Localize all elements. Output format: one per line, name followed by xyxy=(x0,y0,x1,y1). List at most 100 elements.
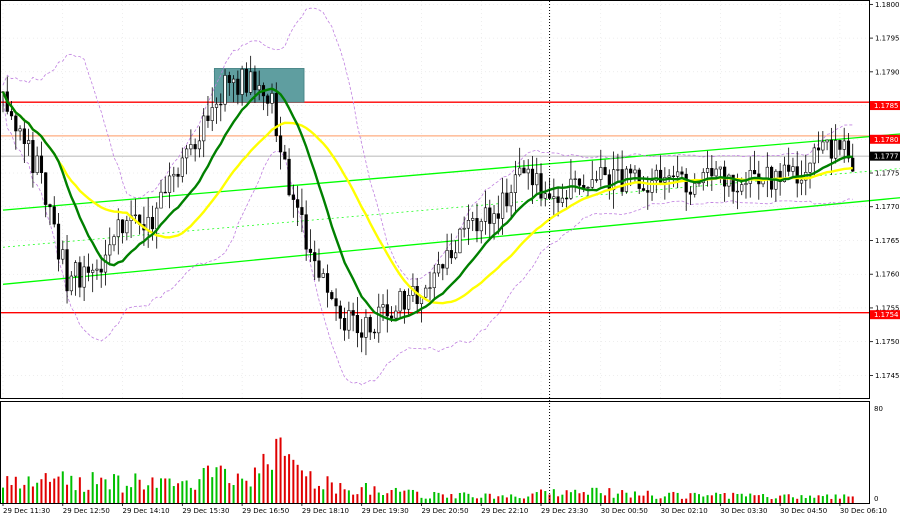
candle-body xyxy=(330,292,334,299)
candle-body xyxy=(590,179,594,188)
candle-body xyxy=(731,174,735,192)
channel-lower-line xyxy=(2,197,900,285)
candle-body xyxy=(475,218,479,232)
time-tick-label: 29 Dec 14:10 xyxy=(123,507,170,515)
candle-body xyxy=(296,199,300,208)
candle-body xyxy=(688,191,693,195)
candle-body xyxy=(219,103,223,106)
candle-body xyxy=(163,191,167,194)
candle-body xyxy=(782,164,787,182)
candle-body xyxy=(274,93,278,137)
candle-body xyxy=(35,155,39,173)
candle-body xyxy=(539,173,543,199)
candle-body xyxy=(612,169,616,191)
candle-body xyxy=(842,140,846,150)
candle-body xyxy=(565,197,569,200)
candle-body xyxy=(693,183,697,195)
candle-body xyxy=(146,216,150,231)
candle-body xyxy=(82,266,86,288)
price-tick-label: 1.1775 xyxy=(875,170,900,178)
candle-body xyxy=(14,115,18,132)
candle-body xyxy=(535,173,539,186)
candle-body xyxy=(829,139,833,159)
price-tick-label: 1.1770 xyxy=(875,203,900,211)
candle-body xyxy=(351,310,355,316)
price-tick-label: 1.1765 xyxy=(875,237,900,245)
candle-body xyxy=(31,140,35,173)
candle-body xyxy=(851,157,855,172)
candle-body xyxy=(573,178,577,180)
price-tag-label: 1.1777 xyxy=(874,153,899,161)
candle-body xyxy=(278,135,283,153)
candle-body xyxy=(462,227,466,230)
fast-moving-average xyxy=(1,87,853,322)
candle-body xyxy=(466,220,471,229)
candle-body xyxy=(667,175,671,178)
trend-channel xyxy=(2,133,900,285)
price-tag-label: 1.1785 xyxy=(874,102,899,110)
candle-body xyxy=(714,168,718,177)
candle-body xyxy=(244,68,248,93)
candle-body xyxy=(48,204,52,208)
time-axis: 29 Dec 11:30 29 Dec 12:50 29 Dec 14:10 29 D… xyxy=(2,503,887,515)
candle-body xyxy=(479,221,483,232)
candle-body xyxy=(214,103,219,108)
candle-body xyxy=(441,264,445,269)
candle-body xyxy=(834,140,838,159)
candle-body xyxy=(641,188,646,191)
candle-body xyxy=(616,169,620,171)
candle-body xyxy=(334,298,338,307)
time-tick-label: 30 Dec 06:10 xyxy=(840,507,887,515)
moving-averages xyxy=(1,87,853,322)
volume-bars xyxy=(2,437,854,503)
candle-body xyxy=(718,166,722,170)
candle-body xyxy=(787,164,791,172)
price-tick-label: 1.1760 xyxy=(875,271,900,279)
candle-body xyxy=(428,287,432,289)
candle-body xyxy=(193,144,197,150)
candle-body xyxy=(436,264,441,274)
candle-body xyxy=(594,179,599,181)
price-tick-label: 1.1800 xyxy=(875,1,900,9)
candle-body xyxy=(308,248,313,253)
main-pane-frame xyxy=(0,0,870,399)
candle-body xyxy=(155,207,159,230)
candle-body xyxy=(78,262,82,288)
candle-body xyxy=(513,174,517,193)
candle-body xyxy=(231,78,236,83)
price-tag-label: 1.1780 xyxy=(874,136,899,144)
candle-body xyxy=(394,310,398,319)
candle-body xyxy=(22,128,26,144)
candle-body xyxy=(283,151,287,160)
candle-body xyxy=(424,287,428,298)
candle-body xyxy=(752,170,757,175)
time-tick-label: 29 Dec 11:30 xyxy=(3,507,50,515)
candle-body xyxy=(509,192,513,207)
candle-body xyxy=(556,196,560,203)
upper-envelope xyxy=(2,7,853,281)
candle-body xyxy=(407,295,411,310)
candle-body xyxy=(270,93,274,104)
candle-body xyxy=(483,207,488,222)
candle-body xyxy=(701,172,705,184)
candle-body xyxy=(740,184,744,192)
candle-body xyxy=(654,169,658,181)
candle-body xyxy=(159,191,163,209)
candle-body xyxy=(287,158,291,196)
candle-body xyxy=(552,196,556,199)
candle-body xyxy=(342,318,347,331)
candle-body xyxy=(65,249,69,292)
volume-pane-frame xyxy=(0,401,870,504)
price-tag-label: 1.1754 xyxy=(874,311,899,319)
candle-body xyxy=(449,250,453,259)
candle-body xyxy=(236,78,240,95)
candle-body xyxy=(496,213,500,219)
price-tag-box xyxy=(870,151,900,161)
candle-body xyxy=(150,216,155,230)
volume-zero-label: 0 xyxy=(874,495,878,503)
price-tag-box xyxy=(870,310,900,320)
candle-body xyxy=(360,332,364,338)
candle-body xyxy=(454,252,458,259)
candle-body xyxy=(505,192,509,207)
